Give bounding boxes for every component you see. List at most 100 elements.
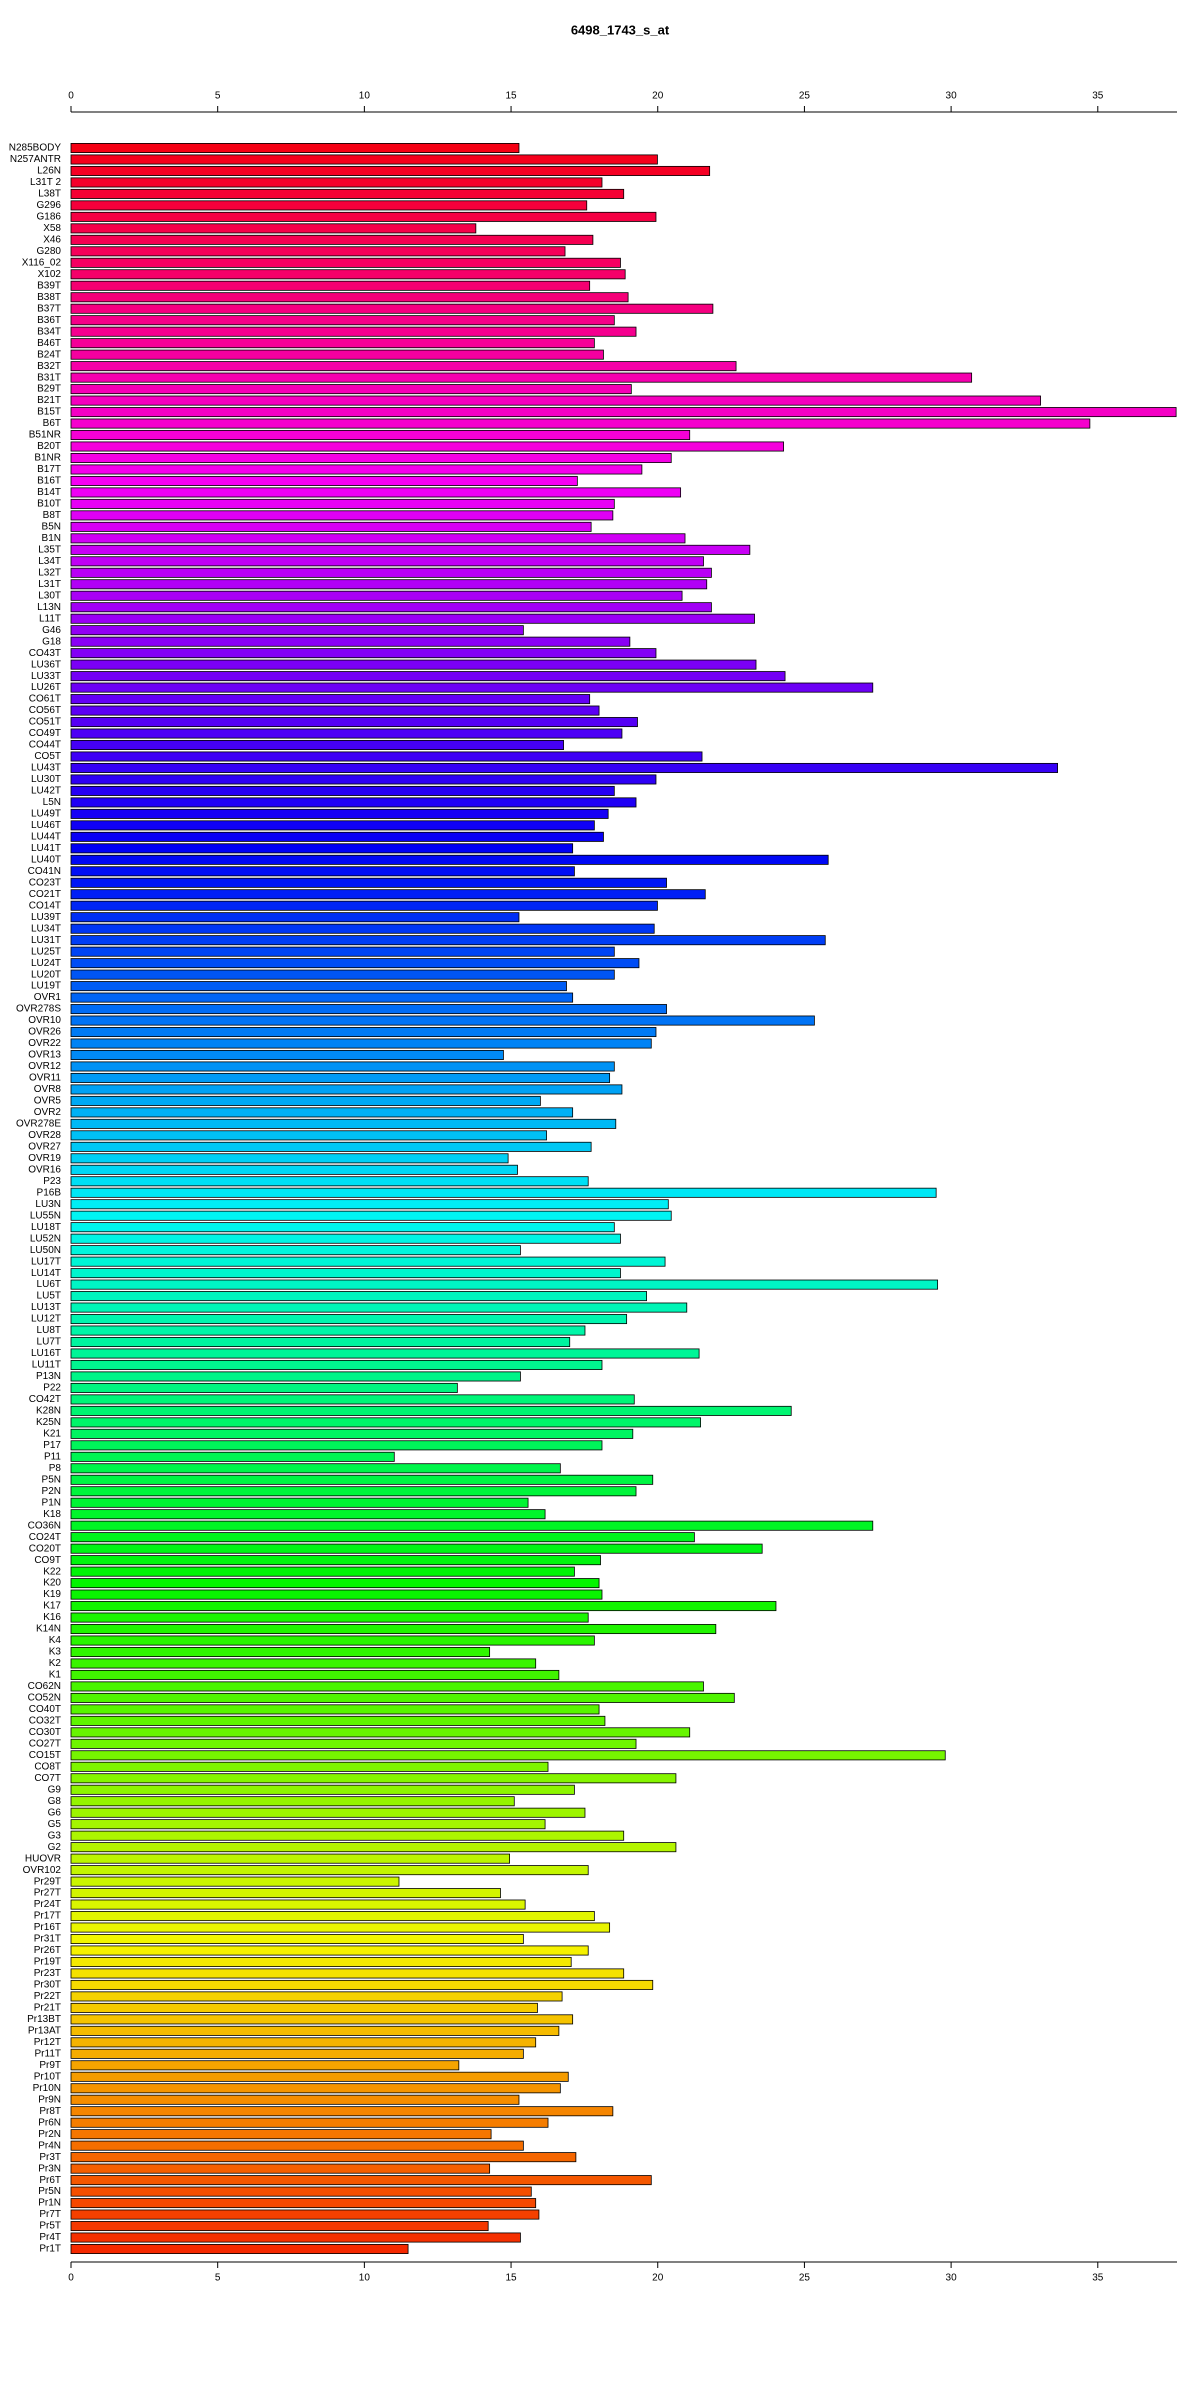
y-tick-label: P2N — [42, 1486, 61, 1497]
y-tick-label: P8 — [49, 1463, 62, 1474]
bar — [70, 2175, 652, 2186]
y-tick-label: CO14T — [29, 900, 61, 911]
bar — [70, 1934, 524, 1945]
y-tick-label: B17T — [37, 464, 61, 475]
bar — [70, 2244, 409, 2254]
y-tick-label: Pr29T — [34, 1876, 61, 1887]
bar — [70, 1669, 560, 1680]
y-tick-label: OVR13 — [28, 1050, 61, 1061]
bar — [70, 1245, 521, 1256]
y-tick-label: K21 — [43, 1428, 61, 1439]
y-tick-label: P16B — [37, 1187, 62, 1198]
bar — [70, 2221, 489, 2232]
bar — [70, 1417, 701, 1428]
bar — [70, 1876, 400, 1887]
bar — [70, 1325, 586, 1336]
bar — [70, 1256, 666, 1267]
y-tick-label: OVR1 — [34, 992, 62, 1003]
y-tick-label: CO42T — [29, 1394, 61, 1405]
y-tick-label: Pr27T — [34, 1888, 61, 1899]
bar — [70, 808, 609, 819]
y-tick-label: Pr16T — [34, 1922, 61, 1933]
y-tick-label: K4 — [49, 1635, 62, 1646]
bar — [70, 1819, 546, 1830]
y-tick-label: LU36T — [31, 659, 61, 670]
bar — [70, 165, 711, 176]
y-tick-label: B1NR — [34, 453, 61, 464]
bar — [70, 1210, 672, 1221]
y-tick-label: P1N — [42, 1497, 61, 1508]
x-tick-label: 30 — [946, 2273, 958, 2284]
bar — [70, 636, 631, 647]
bar — [70, 625, 524, 636]
y-tick-label: B8T — [43, 510, 61, 521]
y-tick-label: B21T — [37, 395, 61, 406]
x-tick-label: 5 — [215, 2273, 221, 2284]
y-tick-label: Pr9N — [38, 2094, 61, 2105]
y-tick-label: CO15T — [29, 1750, 61, 1761]
bar — [70, 969, 615, 980]
y-tick-label: K16 — [43, 1612, 61, 1623]
bar — [70, 1830, 625, 1841]
y-tick-label: LU5T — [37, 1291, 61, 1302]
bar — [70, 1072, 611, 1083]
y-tick-label: LU39T — [31, 912, 61, 923]
bar — [70, 1486, 637, 1497]
bar — [70, 1555, 601, 1566]
y-tick-label: B20T — [37, 441, 61, 452]
bar — [70, 1187, 937, 1198]
y-tick-label: LU49T — [31, 809, 61, 820]
bar — [70, 430, 691, 441]
bar — [70, 1428, 634, 1439]
y-tick-label: B10T — [37, 499, 61, 510]
y-tick-label: X102 — [38, 269, 62, 280]
bar — [70, 1233, 621, 1244]
bar — [70, 2232, 521, 2243]
bar — [70, 958, 640, 969]
y-tick-label: P5N — [42, 1474, 61, 1485]
bar — [70, 797, 637, 808]
bar — [70, 2140, 524, 2151]
x-tick-label: 0 — [68, 2273, 74, 2284]
y-tick-label: B37T — [37, 303, 61, 314]
y-tick-label: Pr11T — [35, 2048, 62, 2059]
bar — [70, 1095, 541, 1106]
bar — [70, 2060, 460, 2071]
bar — [70, 1612, 589, 1623]
bar — [70, 1291, 647, 1302]
y-tick-label: K22 — [43, 1566, 61, 1577]
bar — [70, 694, 591, 705]
x-tick-label: 35 — [1092, 2273, 1104, 2284]
bar — [70, 487, 682, 498]
y-tick-label: G18 — [42, 636, 61, 647]
bar — [70, 1658, 537, 1669]
bar — [70, 1945, 589, 1956]
bar — [70, 1279, 939, 1290]
bar — [70, 1084, 623, 1095]
y-tick-label: L11T — [39, 613, 61, 624]
y-tick-label: LU55N — [30, 1210, 61, 1221]
y-tick-label: Pr1T — [39, 2244, 61, 2255]
bar — [70, 1509, 546, 1520]
bar — [70, 143, 520, 153]
y-tick-label: K25N — [36, 1417, 61, 1428]
y-tick-label: LU20T — [31, 969, 61, 980]
bar — [70, 1911, 595, 1922]
x-tick-label: 0 — [68, 91, 74, 102]
y-tick-label: L38T — [38, 189, 61, 200]
y-tick-label: OVR16 — [28, 1164, 61, 1175]
bar — [70, 303, 714, 314]
y-tick-label: CO51T — [29, 717, 61, 728]
bar — [70, 1681, 704, 1692]
y-tick-label: K2 — [49, 1658, 62, 1669]
bar — [70, 843, 574, 854]
bar — [70, 1474, 654, 1485]
bar — [70, 2129, 492, 2140]
bar — [70, 441, 784, 452]
y-tick-label: LU46T — [31, 820, 61, 831]
y-tick-label: K20 — [43, 1578, 61, 1589]
bar — [70, 912, 520, 923]
y-tick-label: OVR2 — [34, 1107, 62, 1118]
bar — [70, 1784, 575, 1795]
